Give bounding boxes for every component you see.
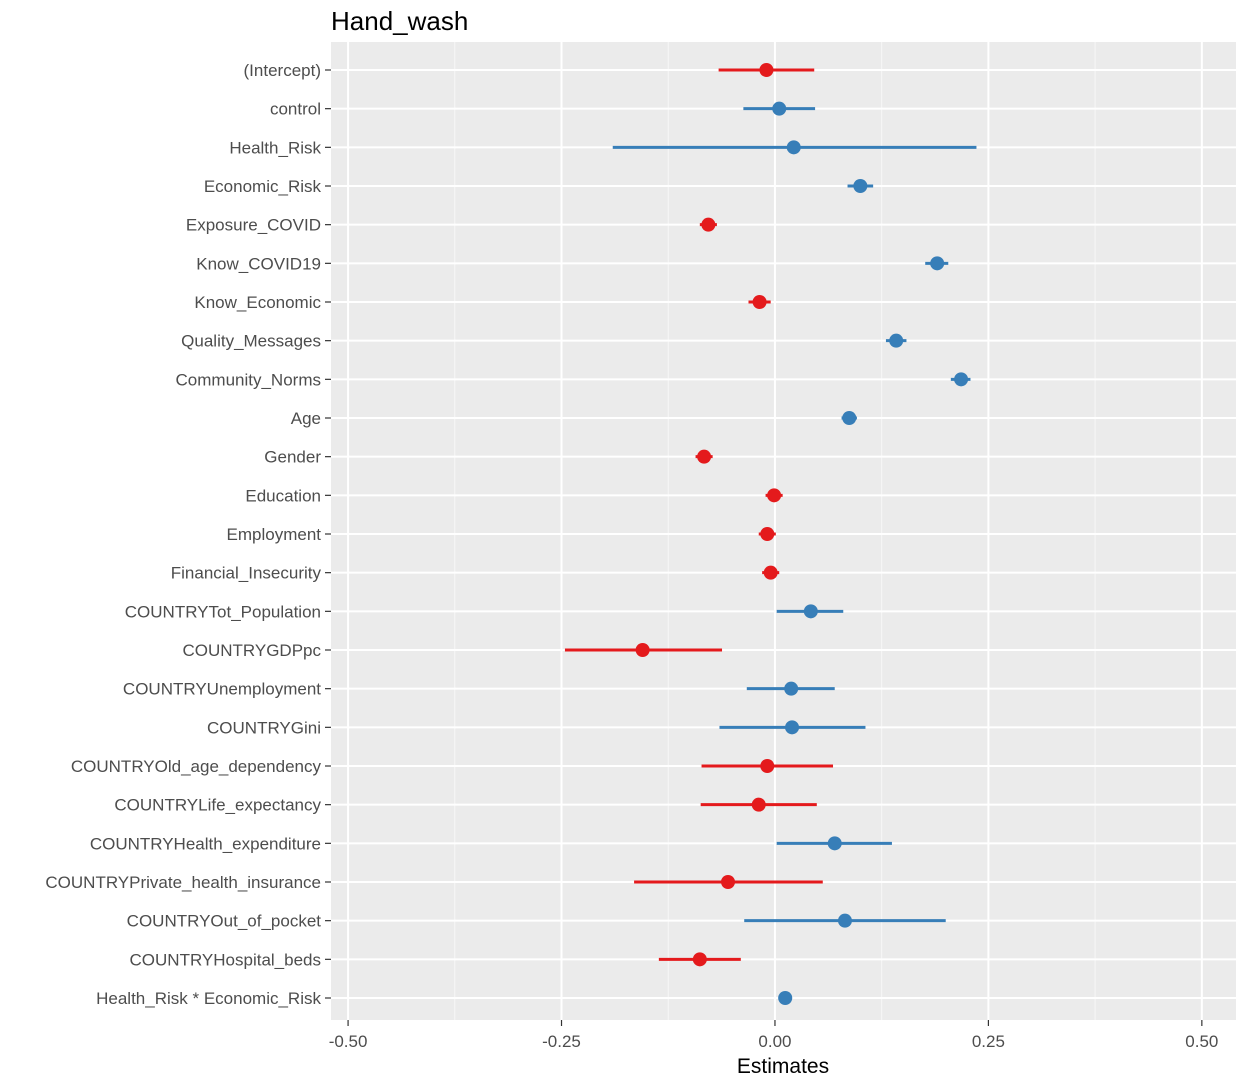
y-tick-label: Quality_Messages (181, 332, 321, 351)
y-tick-label: COUNTRYLife_expectancy (114, 796, 321, 815)
estimate-point (721, 875, 736, 889)
estimate-point (785, 720, 800, 735)
y-tick-label: COUNTRYOut_of_pocket (127, 912, 322, 931)
chart-title: Hand_wash (331, 6, 468, 36)
estimate-point (751, 797, 766, 812)
estimate-point (697, 449, 712, 464)
x-tick-label: 0.50 (1185, 1032, 1218, 1051)
y-tick-label: Health_Risk (229, 138, 321, 157)
y-tick-label: Community_Norms (176, 370, 321, 389)
y-tick-label: COUNTRYHealth_expenditure (90, 834, 321, 853)
y-tick-label: COUNTRYTot_Population (125, 602, 321, 621)
y-tick-label: Economic_Risk (204, 177, 322, 196)
y-tick-label: Financial_Insecurity (171, 564, 322, 583)
estimate-point (889, 333, 904, 348)
estimate-point (803, 604, 818, 619)
estimate-point (827, 836, 842, 851)
y-tick-label: COUNTRYGini (207, 718, 321, 737)
y-tick-label: Health_Risk * Economic_Risk (96, 989, 321, 1008)
estimate-point (752, 295, 767, 309)
y-tick-label: COUNTRYOld_age_dependency (71, 757, 322, 776)
y-tick-label: COUNTRYPrivate_health_insurance (45, 873, 321, 892)
estimate-point (954, 372, 969, 387)
data-marks (564, 63, 977, 1005)
estimate-point (759, 63, 774, 77)
estimate-point (767, 488, 782, 503)
x-axis-ticks: -0.50 -0.25 0.00 0.25 0.50 (329, 1020, 1218, 1051)
estimate-point (635, 643, 650, 657)
x-tick-label: -0.50 (329, 1032, 368, 1051)
x-axis-title: Estimates (737, 1055, 829, 1074)
y-tick-label: control (270, 100, 321, 119)
estimate-point (784, 681, 799, 696)
y-tick-label: Education (245, 486, 321, 505)
estimate-point (772, 101, 787, 116)
estimate-point (837, 913, 852, 928)
estimate-point (760, 759, 775, 773)
estimate-point (778, 991, 793, 1005)
grid-lines (331, 42, 1236, 1020)
y-tick-label: COUNTRYUnemployment (123, 680, 321, 699)
y-tick-label: Exposure_COVID (186, 216, 321, 235)
x-tick-label: 0.25 (972, 1032, 1005, 1051)
plot-panel (331, 42, 1236, 1020)
y-tick-label: (Intercept) (244, 61, 321, 80)
estimate-point (760, 527, 775, 541)
estimate-point (853, 179, 868, 193)
y-tick-label: Gender (264, 448, 321, 467)
y-tick-label: COUNTRYGDPpc (182, 641, 321, 660)
y-tick-label: Know_COVID19 (196, 254, 321, 273)
estimate-point (692, 952, 707, 967)
x-tick-label: 0.00 (758, 1032, 791, 1051)
estimate-point (701, 217, 716, 232)
estimate-point (930, 256, 945, 271)
y-tick-label: Know_Economic (194, 293, 321, 312)
y-axis-labels: (Intercept) control Health_Risk Economic_Ri… (45, 61, 331, 1008)
y-tick-label: Age (291, 409, 321, 428)
y-tick-label: Employment (227, 525, 322, 544)
estimate-point (842, 411, 857, 425)
y-tick-label: COUNTRYHospital_beds (130, 950, 321, 969)
estimate-point (763, 565, 778, 580)
x-tick-label: -0.25 (542, 1032, 581, 1051)
estimate-point (786, 140, 801, 155)
